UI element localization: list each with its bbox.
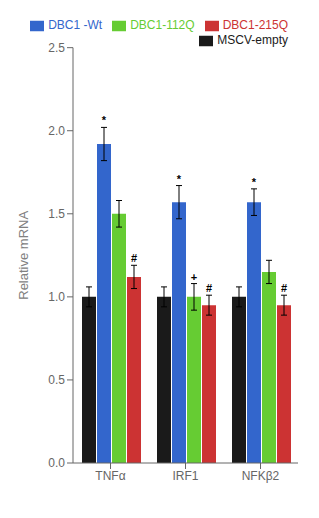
svg-text:*: * bbox=[177, 173, 182, 185]
svg-text:#: # bbox=[206, 282, 212, 294]
html-text:DBC1-215Q: DBC1-215Q bbox=[222, 18, 288, 32]
html-text:DBC1 -Wt: DBC1 -Wt bbox=[48, 18, 103, 32]
html-text:MSCV-empty: MSCV-empty bbox=[217, 32, 288, 47]
svg-text:2.5: 2.5 bbox=[48, 41, 65, 55]
svg-text:1.0: 1.0 bbox=[48, 290, 65, 304]
svg-text:0.5: 0.5 bbox=[48, 373, 65, 387]
svg-text:0.0: 0.0 bbox=[48, 456, 65, 470]
svg-text:*: * bbox=[252, 176, 257, 188]
svg-text:IRF1: IRF1 bbox=[172, 469, 198, 483]
svg-text:NFKβ2: NFKβ2 bbox=[242, 469, 280, 483]
html-text:DBC1-112Q: DBC1-112Q bbox=[130, 18, 195, 32]
svg-text:#: # bbox=[281, 282, 287, 294]
svg-text:TNFα: TNFα bbox=[95, 469, 125, 483]
svg-text:*: * bbox=[102, 114, 107, 126]
svg-text:+: + bbox=[191, 271, 197, 283]
svg-text:2.0: 2.0 bbox=[48, 124, 65, 138]
svg-text:1.5: 1.5 bbox=[48, 207, 65, 221]
svg-text:Relative mRNA: Relative mRNA bbox=[16, 211, 31, 300]
svg-text:#: # bbox=[131, 252, 137, 264]
